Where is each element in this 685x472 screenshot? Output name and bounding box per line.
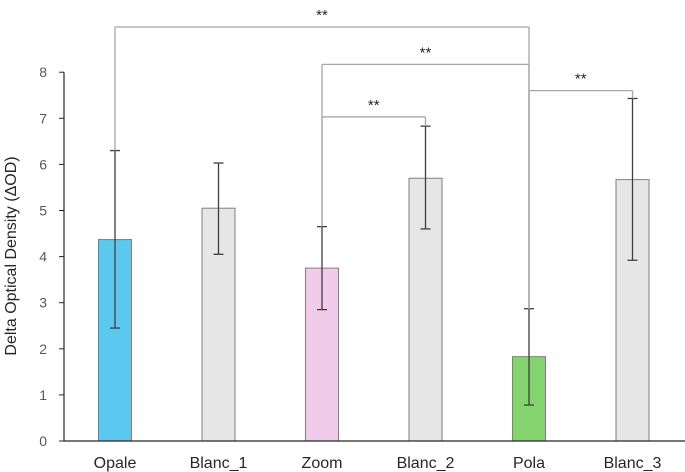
x-label-opale: Opale <box>94 455 137 472</box>
significance-brackets: ** ** ** ** <box>114 7 634 309</box>
significance-label: ** <box>575 71 587 88</box>
x-label-blanc_1: Blanc_1 <box>190 455 248 472</box>
y-tick-label: 4 <box>39 249 47 265</box>
y-axis-title: Delta Optical Density (ΔOD) <box>3 156 20 355</box>
x-label-zoom: Zoom <box>302 455 343 472</box>
x-label-pola: Pola <box>513 455 545 472</box>
y-tick-label: 8 <box>39 64 47 80</box>
bars <box>98 177 650 442</box>
significance-bracket-4: ** <box>528 71 634 309</box>
y-tick-label: 3 <box>39 295 47 311</box>
y-tick-label: 0 <box>39 433 47 449</box>
y-tick-label: 1 <box>39 387 47 403</box>
significance-label: ** <box>368 97 380 114</box>
y-tick-label: 2 <box>39 341 47 357</box>
significance-label: ** <box>316 7 328 24</box>
y-tick-label: 5 <box>39 203 47 219</box>
error-bar-blanc_1 <box>213 162 224 255</box>
x-label-blanc_2: Blanc_2 <box>397 455 455 472</box>
y-tick-label: 7 <box>39 110 47 126</box>
x-axis-labels: Opale Blanc_1 Zoom Blanc_2 Pola Blanc_3 <box>94 455 662 472</box>
error-bars <box>110 97 638 406</box>
y-tick-label: 6 <box>39 156 47 172</box>
significance-bracket-3: ** <box>321 97 427 227</box>
x-label-blanc_3: Blanc_3 <box>604 455 662 472</box>
significance-label: ** <box>420 44 432 61</box>
y-axis-ticks: 0 1 2 3 4 5 6 7 8 <box>39 64 64 449</box>
